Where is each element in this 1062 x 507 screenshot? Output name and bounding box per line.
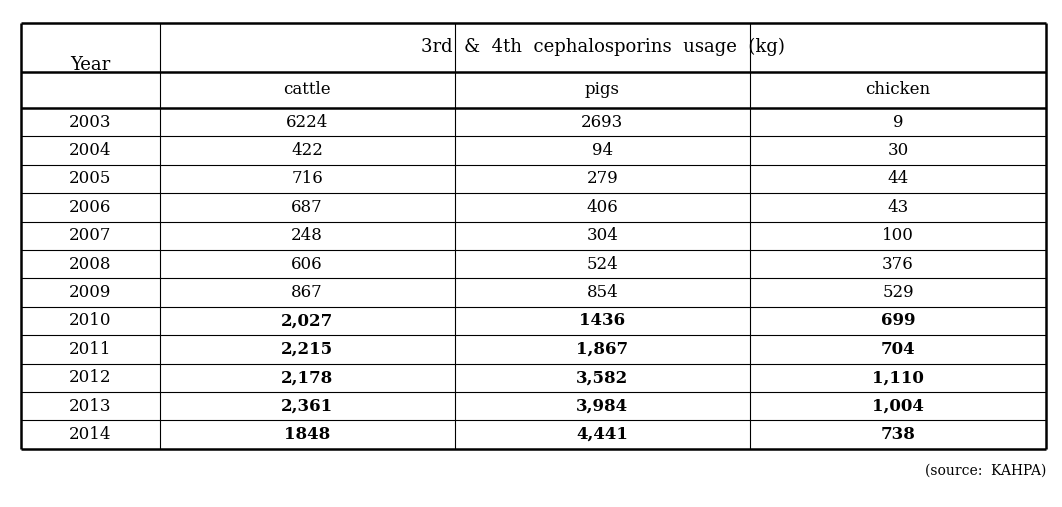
Text: 1,110: 1,110 (872, 369, 924, 386)
Text: 524: 524 (586, 256, 618, 273)
Text: 248: 248 (291, 227, 323, 244)
Text: 279: 279 (586, 170, 618, 188)
Text: 2011: 2011 (69, 341, 112, 358)
Text: 4,441: 4,441 (577, 426, 629, 443)
Text: 2007: 2007 (69, 227, 112, 244)
Text: 43: 43 (888, 199, 909, 216)
Text: 2009: 2009 (69, 284, 112, 301)
Text: 1,867: 1,867 (577, 341, 629, 358)
Text: 2010: 2010 (69, 312, 112, 330)
Text: 2003: 2003 (69, 114, 112, 131)
Text: 2006: 2006 (69, 199, 112, 216)
Text: 2,178: 2,178 (281, 369, 333, 386)
Text: 44: 44 (888, 170, 909, 188)
Text: 304: 304 (586, 227, 618, 244)
Text: 3rd  &  4th  cephalosporins  usage  (kg): 3rd & 4th cephalosporins usage (kg) (421, 38, 785, 56)
Text: 2004: 2004 (69, 142, 112, 159)
Text: 687: 687 (291, 199, 323, 216)
Text: (source:  KAHPA): (source: KAHPA) (925, 464, 1046, 478)
Text: 606: 606 (291, 256, 323, 273)
Text: 94: 94 (592, 142, 613, 159)
Text: 2693: 2693 (581, 114, 623, 131)
Text: 3,582: 3,582 (577, 369, 629, 386)
Text: 2008: 2008 (69, 256, 112, 273)
Text: 2012: 2012 (69, 369, 112, 386)
Text: 854: 854 (586, 284, 618, 301)
Text: 100: 100 (883, 227, 914, 244)
Text: 1848: 1848 (284, 426, 330, 443)
Text: 716: 716 (291, 170, 323, 188)
Text: 704: 704 (880, 341, 915, 358)
Text: 529: 529 (883, 284, 913, 301)
Text: 3,984: 3,984 (577, 397, 629, 415)
Text: 376: 376 (883, 256, 914, 273)
Text: 1436: 1436 (579, 312, 626, 330)
Text: 738: 738 (880, 426, 915, 443)
Text: 2,215: 2,215 (281, 341, 333, 358)
Text: 2005: 2005 (69, 170, 112, 188)
Text: 6224: 6224 (286, 114, 328, 131)
Text: Year: Year (70, 56, 110, 75)
Text: 30: 30 (888, 142, 909, 159)
Text: 1,004: 1,004 (872, 397, 924, 415)
Text: 422: 422 (291, 142, 323, 159)
Text: 2,361: 2,361 (281, 397, 333, 415)
Text: 2014: 2014 (69, 426, 112, 443)
Text: 406: 406 (586, 199, 618, 216)
Text: chicken: chicken (866, 82, 930, 98)
Text: 2013: 2013 (69, 397, 112, 415)
Text: 867: 867 (291, 284, 323, 301)
Text: pigs: pigs (585, 82, 620, 98)
Text: 2,027: 2,027 (281, 312, 333, 330)
Text: 9: 9 (893, 114, 904, 131)
Text: cattle: cattle (284, 82, 331, 98)
Text: 699: 699 (880, 312, 915, 330)
